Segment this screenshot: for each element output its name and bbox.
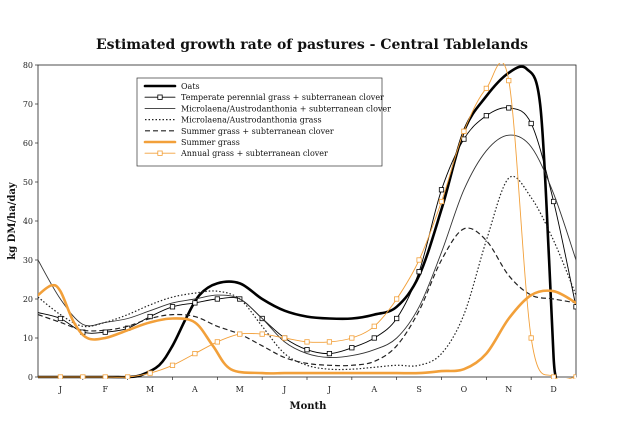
- y-tick-label: 20: [23, 295, 33, 304]
- data-point: [394, 315, 400, 322]
- series-line-annual-grass-subterranean-clover: [38, 63, 576, 379]
- data-point: [80, 374, 86, 379]
- y-axis-label: kg DM/ha/day: [7, 181, 18, 260]
- y-tick-label: 70: [23, 100, 33, 109]
- data-point: [326, 350, 333, 357]
- x-tick-label: J: [58, 385, 62, 394]
- x-tick-label: O: [461, 385, 468, 394]
- data-point: [461, 136, 467, 142]
- data-point: [304, 339, 310, 345]
- data-point: [102, 374, 108, 379]
- data-point: [573, 374, 576, 379]
- data-point: [528, 120, 534, 127]
- data-point: [528, 335, 534, 341]
- data-point: [573, 304, 576, 310]
- series-line-oats: [38, 65, 558, 379]
- legend-label: Summer grass + subterranean clover: [181, 127, 334, 136]
- data-point: [259, 331, 265, 337]
- data-point: [349, 335, 355, 341]
- y-tick-label: 30: [23, 256, 33, 265]
- series-microlaena-austrodanthonia-subterranean-clover: [38, 134, 576, 359]
- data-point: [416, 257, 422, 263]
- data-point: [192, 300, 198, 306]
- data-point: [169, 362, 176, 368]
- legend-label: Microlaena/Austrodanthonia + subterranea…: [181, 104, 391, 113]
- data-point: [326, 339, 333, 345]
- x-tick-label: A: [370, 385, 377, 394]
- legend-label: Summer grass: [181, 138, 240, 147]
- data-point: [237, 331, 243, 337]
- y-tick-label: 80: [23, 61, 33, 70]
- series-summer-grass: [38, 283, 576, 375]
- x-tick-label: M: [236, 385, 244, 394]
- y-tick-label: 10: [23, 334, 33, 343]
- x-tick-label: M: [146, 385, 154, 394]
- x-tick-label: J: [327, 385, 331, 394]
- data-point: [304, 347, 310, 353]
- data-point: [483, 113, 489, 119]
- data-point: [125, 374, 131, 379]
- legend-item-microlaena-austrodanthonia-subterranean-clover: Microlaena/Austrodanthonia + subterranea…: [144, 104, 391, 113]
- data-point: [57, 315, 64, 322]
- data-point: [147, 370, 153, 376]
- data-point: [371, 335, 377, 341]
- legend-item-oats: Oats: [143, 82, 200, 91]
- series-summer-grass-subterranean-clover: [38, 227, 576, 367]
- data-point: [550, 198, 557, 205]
- data-point: [438, 198, 445, 205]
- data-point: [371, 323, 377, 329]
- data-point: [438, 187, 445, 193]
- legend-item-annual-grass-subterranean-clover: Annual grass + subterranean clover: [144, 149, 328, 158]
- data-point: [192, 350, 198, 357]
- x-tick-label: N: [505, 385, 512, 394]
- legend-marker: [157, 94, 163, 100]
- x-tick-label: S: [416, 385, 421, 394]
- y-tick-label: 60: [23, 139, 33, 148]
- data-point: [394, 296, 400, 302]
- legend-label: Annual grass + subterranean clover: [180, 149, 328, 158]
- y-tick-label: 50: [23, 178, 33, 187]
- data-point: [57, 374, 64, 379]
- legend-box: [136, 77, 383, 167]
- series-oats: [38, 65, 558, 379]
- data-point: [506, 78, 512, 84]
- legend-item-microlaena-austrodanthonia-grass: Microlaena/Austrodanthonia grass: [145, 116, 322, 125]
- legend-marker: [157, 150, 163, 156]
- y-tick-label: 0: [28, 373, 33, 382]
- series-line-microlaena-austrodanthonia-subterranean-clover: [38, 134, 576, 359]
- x-tick-label: D: [550, 385, 556, 394]
- series-annual-grass-subterranean-clover: [38, 63, 576, 379]
- legend-item-summer-grass-subterranean-clover: Summer grass + subterranean clover: [145, 127, 334, 136]
- data-point: [550, 374, 557, 379]
- data-point: [102, 329, 108, 335]
- data-point: [461, 128, 467, 134]
- data-point: [281, 335, 288, 341]
- x-tick-label: A: [191, 385, 198, 394]
- legend-label: Microlaena/Austrodanthonia grass: [181, 116, 322, 125]
- legend-item-summer-grass: Summer grass: [143, 138, 240, 147]
- legend-label: Temperate perennial grass + subterranean…: [181, 93, 384, 102]
- series-line-summer-grass: [38, 283, 576, 375]
- x-tick-label: F: [102, 385, 108, 394]
- legend-label: Oats: [181, 82, 200, 91]
- y-tick-label: 40: [23, 217, 33, 226]
- data-point: [169, 304, 176, 310]
- series-temperate-perennial-grass-subterranean-clover: [38, 105, 576, 357]
- legend-item-temperate-perennial-grass-subterranean-clover: Temperate perennial grass + subterranean…: [144, 93, 384, 102]
- chart-title: Estimated growth rate of pastures - Cent…: [96, 37, 528, 53]
- data-point: [214, 339, 220, 345]
- data-point: [214, 296, 220, 302]
- data-point: [349, 345, 355, 351]
- data-point: [416, 269, 422, 275]
- data-point: [483, 85, 489, 91]
- x-axis-label: Month: [290, 401, 328, 412]
- x-tick-label: J: [282, 385, 286, 394]
- series-line-summer-grass-subterranean-clover: [38, 227, 576, 367]
- data-point: [506, 105, 512, 111]
